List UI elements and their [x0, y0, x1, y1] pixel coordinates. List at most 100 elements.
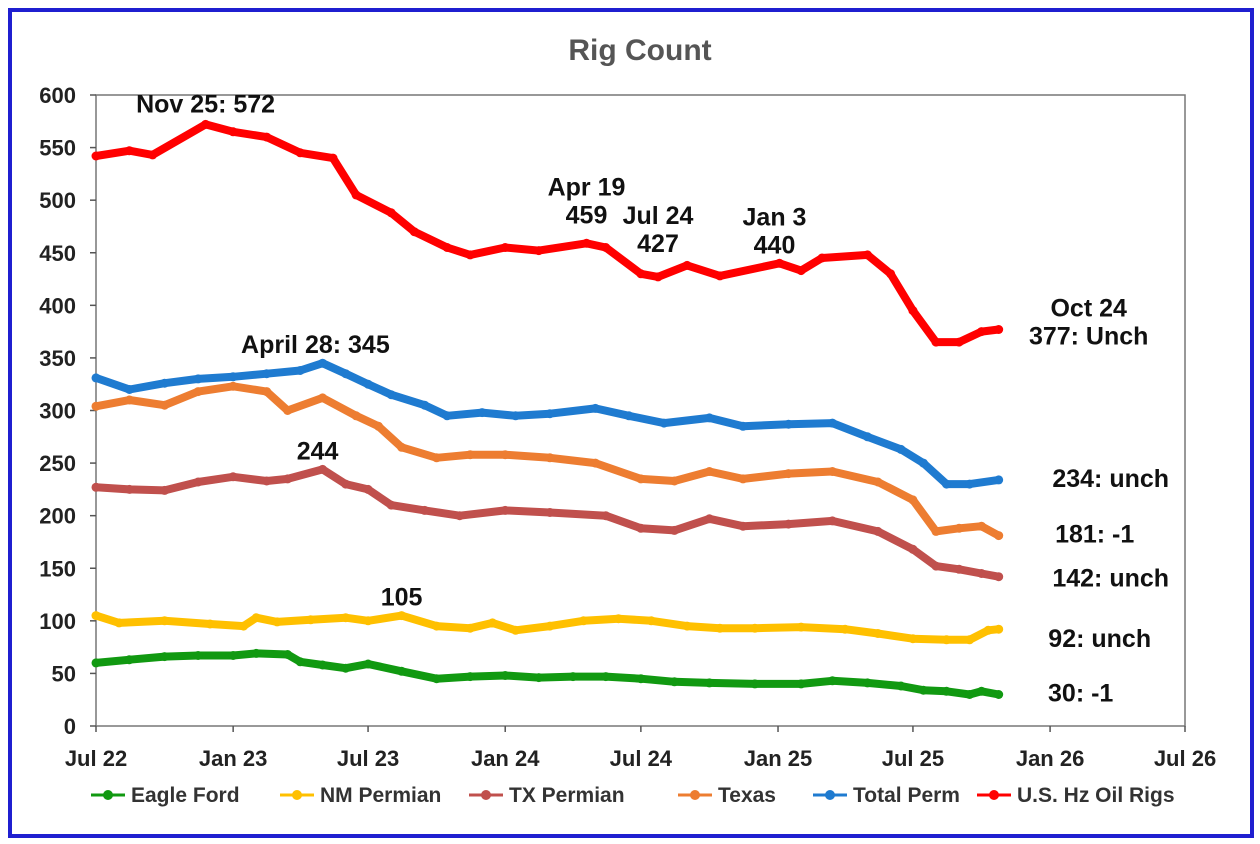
data-point	[91, 482, 101, 492]
series-eagle-ford	[91, 648, 1004, 699]
x-tick-label: Jan 23	[199, 746, 268, 771]
data-point	[201, 119, 211, 129]
x-tick-label: Jul 26	[1154, 746, 1216, 771]
data-point	[341, 663, 351, 673]
data-point	[827, 516, 837, 526]
data-point	[994, 325, 1004, 334]
data-point	[965, 479, 975, 489]
data-point	[465, 450, 475, 460]
data-point	[465, 250, 475, 260]
data-point	[827, 467, 837, 476]
y-tick-label: 300	[39, 399, 76, 424]
data-point	[918, 685, 928, 695]
data-point	[363, 659, 373, 669]
data-point	[942, 635, 951, 645]
legend-swatch-marker	[690, 790, 700, 800]
data-point	[954, 523, 964, 533]
data-point	[601, 511, 611, 521]
data-point	[636, 269, 646, 279]
data-point	[977, 569, 986, 578]
y-axis: 0 50 100 150 200 250 300 350 400 450 500 550 600	[39, 83, 96, 739]
data-point	[873, 629, 883, 638]
annotation-label: Nov 25: 572	[136, 90, 275, 118]
data-point	[977, 686, 986, 696]
data-point	[579, 616, 588, 626]
data-point	[545, 409, 555, 419]
data-point	[896, 444, 906, 454]
data-point	[977, 521, 986, 531]
annotation-label: 234: unch	[1052, 465, 1169, 493]
data-point	[386, 208, 396, 218]
data-point	[341, 369, 351, 379]
data-point	[908, 495, 918, 505]
legend-swatch-marker	[989, 790, 999, 800]
legend-swatch-marker	[825, 790, 835, 800]
data-point	[590, 458, 600, 468]
chart-frame: Rig Count 0 50 100 150 200 250 300 350 400 450 500…	[8, 8, 1254, 838]
annotation-label: 92: unch	[1048, 625, 1151, 653]
data-point	[442, 411, 452, 421]
data-point	[738, 421, 748, 431]
y-tick-label: 350	[39, 346, 76, 371]
data-point	[251, 613, 261, 623]
data-point	[750, 679, 760, 689]
x-axis: Jul 22 Jan 23 Jul 23 Jan 24 Jul 24 Jan 25 Jul …	[65, 726, 1216, 771]
data-point	[228, 651, 238, 660]
data-point	[328, 153, 338, 163]
data-point	[125, 146, 134, 156]
data-point	[420, 400, 430, 410]
data-point	[908, 634, 918, 644]
data-point	[318, 358, 328, 368]
series-line	[92, 382, 1003, 540]
data-point	[738, 474, 748, 484]
data-point	[545, 453, 555, 463]
data-point	[500, 505, 510, 515]
annotation-label: Jul 24	[623, 202, 694, 230]
legend-item: Eagle Ford	[91, 784, 240, 807]
data-point	[646, 616, 656, 626]
data-point	[363, 379, 373, 389]
data-point	[590, 403, 600, 413]
y-tick-label: 100	[39, 609, 76, 634]
series-total-perm	[91, 358, 1004, 489]
data-point	[386, 390, 396, 400]
data-point	[272, 617, 282, 627]
data-point	[954, 564, 964, 574]
data-point	[994, 475, 1004, 485]
data-point	[863, 678, 872, 688]
x-tick-label: Jan 26	[1016, 746, 1085, 771]
data-point	[931, 337, 941, 347]
data-point	[228, 381, 238, 391]
legend-item: TX Permian	[469, 784, 625, 807]
data-point	[409, 227, 419, 237]
data-point	[160, 378, 170, 388]
data-point	[295, 148, 305, 158]
data-point	[318, 660, 328, 670]
data-point	[205, 619, 215, 629]
data-point	[125, 484, 134, 494]
data-point	[715, 271, 725, 281]
annotation-label: Apr 19	[548, 173, 626, 201]
y-tick-label: 550	[39, 136, 76, 161]
data-point	[228, 372, 238, 382]
y-tick-label: 200	[39, 504, 76, 529]
data-point	[442, 243, 452, 252]
data-point	[295, 366, 305, 375]
series-layer	[91, 119, 1004, 699]
x-tick-label: Jan 24	[471, 746, 540, 771]
data-point	[653, 272, 663, 282]
legend-item: NM Permian	[280, 784, 441, 807]
data-point	[91, 401, 101, 411]
data-point	[465, 623, 475, 633]
data-point	[193, 374, 203, 384]
data-point	[568, 672, 578, 682]
data-point	[965, 635, 975, 645]
data-point	[931, 561, 941, 571]
data-point	[511, 411, 521, 421]
data-point	[251, 648, 261, 658]
data-point	[500, 450, 510, 460]
data-point	[840, 624, 850, 634]
data-point	[873, 526, 883, 536]
legend-swatch-marker	[103, 790, 113, 800]
